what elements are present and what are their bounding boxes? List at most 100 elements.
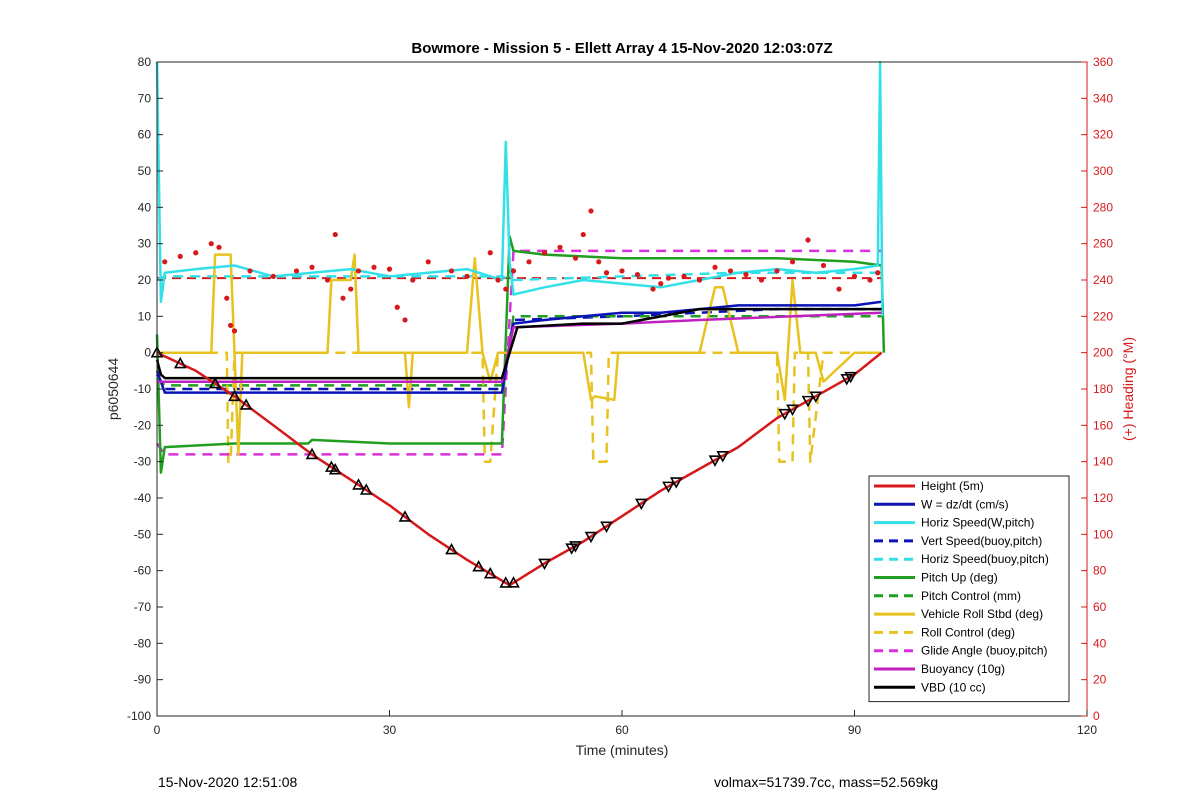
y2-tick-label: 360 xyxy=(1093,55,1113,69)
heading-point xyxy=(836,286,842,292)
heading-point xyxy=(875,270,881,276)
dive-triangle-marker xyxy=(499,576,513,588)
series-line-10 xyxy=(157,311,882,383)
climb-triangle-marker xyxy=(584,531,598,544)
heading-point xyxy=(386,266,393,272)
y2-tick-label: 80 xyxy=(1093,564,1107,578)
heading-point xyxy=(572,255,579,261)
x-tick-label: 0 xyxy=(154,723,161,737)
y2-tick-label: 240 xyxy=(1093,273,1113,287)
y2-tick-label: 60 xyxy=(1093,600,1107,614)
x-axis: 0 30 60 90 120 xyxy=(154,710,1097,737)
climb-triangle-marker xyxy=(778,408,792,421)
legend-label: Buoyancy (10g) xyxy=(921,662,1005,676)
heading-point xyxy=(557,244,563,250)
y2-tick-label: 100 xyxy=(1093,527,1113,541)
legend-label: Pitch Control (mm) xyxy=(921,589,1021,603)
y-axis-label: p6050644 xyxy=(105,358,121,421)
heading-point xyxy=(410,277,416,283)
heading-point xyxy=(208,241,214,247)
y2-tick-label: 220 xyxy=(1093,309,1113,323)
x-tick-label: 30 xyxy=(383,723,397,737)
heading-point xyxy=(603,270,610,276)
series-layer xyxy=(155,60,886,587)
y-tick-label: 50 xyxy=(138,164,152,178)
legend-label: Roll Control (deg) xyxy=(921,625,1015,639)
heading-point xyxy=(464,273,470,279)
footer-volmax-mass: volmax=51739.7cc, mass=52.569kg xyxy=(714,774,939,790)
heading-point xyxy=(743,271,749,278)
climb-triangle-marker xyxy=(801,395,815,408)
heading-point xyxy=(247,268,253,274)
heading-point xyxy=(681,273,687,279)
dive-triangle-marker xyxy=(328,463,342,475)
legend-label: W = dz/dt (cm/s) xyxy=(921,497,1009,511)
heading-point xyxy=(805,237,811,243)
dive-triangle-marker xyxy=(305,447,319,460)
climb-triangle-marker xyxy=(569,541,582,553)
heading-point xyxy=(448,268,455,274)
heading-point xyxy=(177,253,183,259)
climb-triangle-marker xyxy=(635,498,648,511)
y2-tick-label: 160 xyxy=(1093,418,1113,432)
y2-tick-label: 180 xyxy=(1093,382,1113,396)
heading-point xyxy=(228,322,234,329)
heading-point xyxy=(348,286,354,292)
heading-point xyxy=(371,264,377,270)
y2-tick-label: 300 xyxy=(1093,164,1113,178)
climb-triangle-marker xyxy=(844,371,857,384)
heading-point xyxy=(619,268,625,274)
climb-triangle-marker xyxy=(708,455,722,467)
heading-point xyxy=(658,281,664,287)
heading-point xyxy=(402,317,408,323)
heading-point xyxy=(712,264,718,270)
heading-point xyxy=(526,259,532,265)
dive-triangle-marker xyxy=(173,356,187,369)
dive-triangle-marker xyxy=(445,542,458,555)
y-tick-label: 40 xyxy=(138,200,152,214)
climb-triangle-marker xyxy=(809,391,823,403)
series-line-9 xyxy=(155,249,882,456)
series-line-11 xyxy=(155,307,882,380)
y2-axis-label: (+) Heading (°M) xyxy=(1120,337,1136,441)
y2-tick-label: 320 xyxy=(1093,128,1113,142)
heading-point xyxy=(293,268,300,274)
y2-tick-label: 0 xyxy=(1093,709,1100,723)
y-tick-label: -70 xyxy=(134,600,152,614)
heading-point xyxy=(503,286,509,292)
climb-triangle-marker xyxy=(716,451,730,463)
heading-point xyxy=(324,277,331,283)
heading-point xyxy=(727,268,734,274)
y-axis-left: -100-90-80-70-60-50-40-30-20-10010203040… xyxy=(127,55,163,723)
x-tick-label: 120 xyxy=(1077,723,1097,737)
y-tick-label: 80 xyxy=(138,55,152,69)
legend-label: VBD (10 cc) xyxy=(921,680,986,694)
legend: Height (5m) W = dz/dt (cm/s) Horiz Speed(W… xyxy=(868,475,1070,703)
heading-point xyxy=(851,273,858,279)
y2-tick-label: 140 xyxy=(1093,455,1113,469)
y-tick-label: -40 xyxy=(134,491,152,505)
y-tick-label: -90 xyxy=(134,673,152,687)
legend-label: Horiz Speed(W,pitch) xyxy=(921,516,1034,530)
legend-label: Glide Angle (buoy,pitch) xyxy=(921,644,1048,658)
y2-tick-label: 340 xyxy=(1093,91,1113,105)
heading-point xyxy=(394,304,400,310)
heading-point xyxy=(650,286,656,292)
dive-triangle-marker xyxy=(352,478,365,490)
y2-tick-label: 120 xyxy=(1093,491,1113,505)
x-tick-label: 90 xyxy=(848,723,862,737)
heading-point xyxy=(758,277,765,283)
y-tick-label: -30 xyxy=(134,455,152,469)
y-tick-label: 30 xyxy=(138,237,152,251)
heading-point xyxy=(309,264,315,270)
y-tick-label: -60 xyxy=(134,564,152,578)
heading-point xyxy=(789,259,796,265)
series-line-0 xyxy=(156,351,883,587)
y-tick-label: 0 xyxy=(144,346,151,360)
y-tick-label: -100 xyxy=(127,709,151,723)
heading-point xyxy=(541,250,548,256)
series-line-2 xyxy=(155,60,884,317)
x-tick-label: 60 xyxy=(615,723,629,737)
heading-point xyxy=(774,268,780,274)
